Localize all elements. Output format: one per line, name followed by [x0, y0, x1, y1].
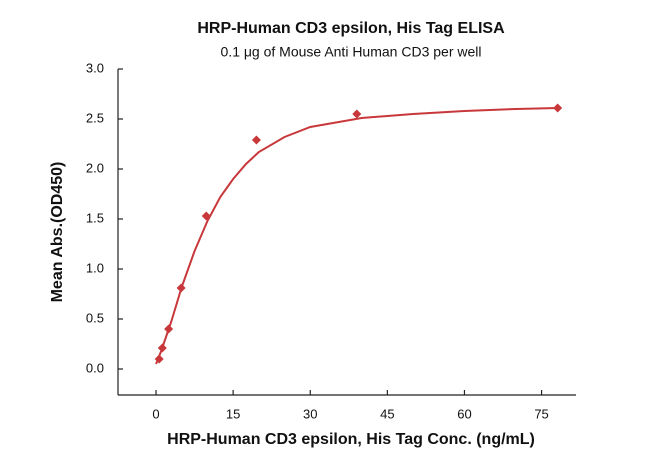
x-tick-label: 0 [152, 406, 159, 421]
chart-title: HRP-Human CD3 epsilon, His Tag ELISA [197, 20, 505, 37]
x-tick-label: 15 [226, 406, 240, 421]
y-tick-label: 2.0 [86, 160, 104, 175]
data-point [251, 135, 261, 145]
x-tick-label: 75 [534, 406, 548, 421]
y-tick-label: 0.0 [86, 360, 104, 375]
y-tick-label: 2.5 [86, 110, 104, 125]
data-point [176, 283, 186, 293]
y-tick-label: 1.0 [86, 260, 104, 275]
x-tick-label: 30 [303, 406, 317, 421]
x-tick-label: 45 [380, 406, 394, 421]
x-axis-label: HRP-Human CD3 epsilon, His Tag Conc. (ng… [167, 431, 535, 448]
y-tick-label: 1.5 [86, 210, 104, 225]
y-axis-label: Mean Abs.(OD450) [49, 162, 66, 303]
data-point [157, 343, 167, 353]
data-point [201, 211, 211, 221]
chart-subtitle: 0.1 μg of Mouse Anti Human CD3 per well [221, 44, 482, 60]
data-point [164, 324, 174, 334]
fit-curve [155, 107, 558, 365]
data-point [553, 103, 563, 113]
x-tick-label: 60 [457, 406, 471, 421]
data-point [352, 109, 362, 119]
y-tick-label: 3.0 [86, 60, 104, 75]
data-point [154, 354, 164, 364]
y-tick-label: 0.5 [86, 310, 104, 325]
